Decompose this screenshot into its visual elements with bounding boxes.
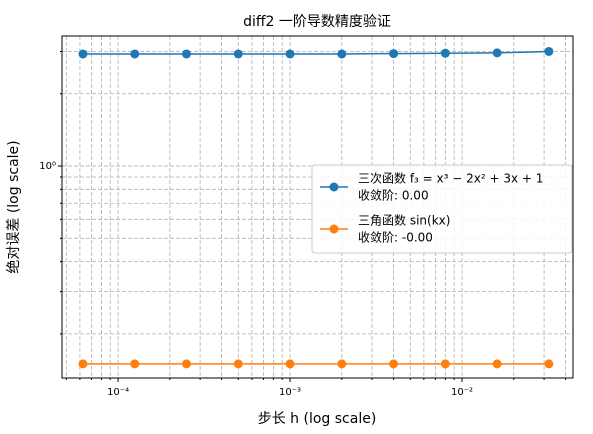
point — [544, 359, 554, 369]
point — [233, 49, 243, 59]
plot-frame — [61, 35, 574, 379]
point — [182, 359, 192, 369]
point — [182, 49, 192, 59]
x-axis-label: 步长 h (log scale) — [258, 411, 377, 427]
point — [492, 48, 502, 58]
legend-label: 三角函数 sin(kx) — [358, 213, 450, 228]
point — [440, 359, 450, 369]
point — [78, 359, 88, 369]
x-tick-label: 10⁻⁴ — [107, 387, 129, 398]
legend-note: 收敛阶: -0.00 — [358, 230, 433, 245]
chart-title: diff2 一阶导数精度验证 — [243, 14, 391, 30]
y-axis-label: 绝对误差 (log scale) — [6, 140, 22, 273]
legend-marker — [329, 224, 339, 234]
point — [389, 359, 399, 369]
point — [337, 49, 347, 59]
point — [389, 49, 399, 59]
legend-label: 三次函数 f₃ = x³ − 2x² + 3x + 1 — [358, 171, 543, 186]
point — [492, 359, 502, 369]
point — [130, 49, 140, 59]
point — [78, 49, 88, 59]
point — [285, 49, 295, 59]
legend-box — [311, 164, 573, 254]
point — [337, 359, 347, 369]
point — [285, 359, 295, 369]
x-tick-label: 10⁻² — [451, 387, 473, 398]
series-line — [82, 50, 549, 55]
legend-marker — [329, 182, 339, 192]
point — [233, 359, 243, 369]
x-tick-label: 10⁻³ — [279, 387, 301, 398]
y-tick-label: 10⁰ — [39, 161, 56, 172]
point — [130, 359, 140, 369]
point — [544, 46, 554, 56]
point — [440, 48, 450, 58]
legend-note: 收敛阶: 0.00 — [358, 188, 429, 203]
